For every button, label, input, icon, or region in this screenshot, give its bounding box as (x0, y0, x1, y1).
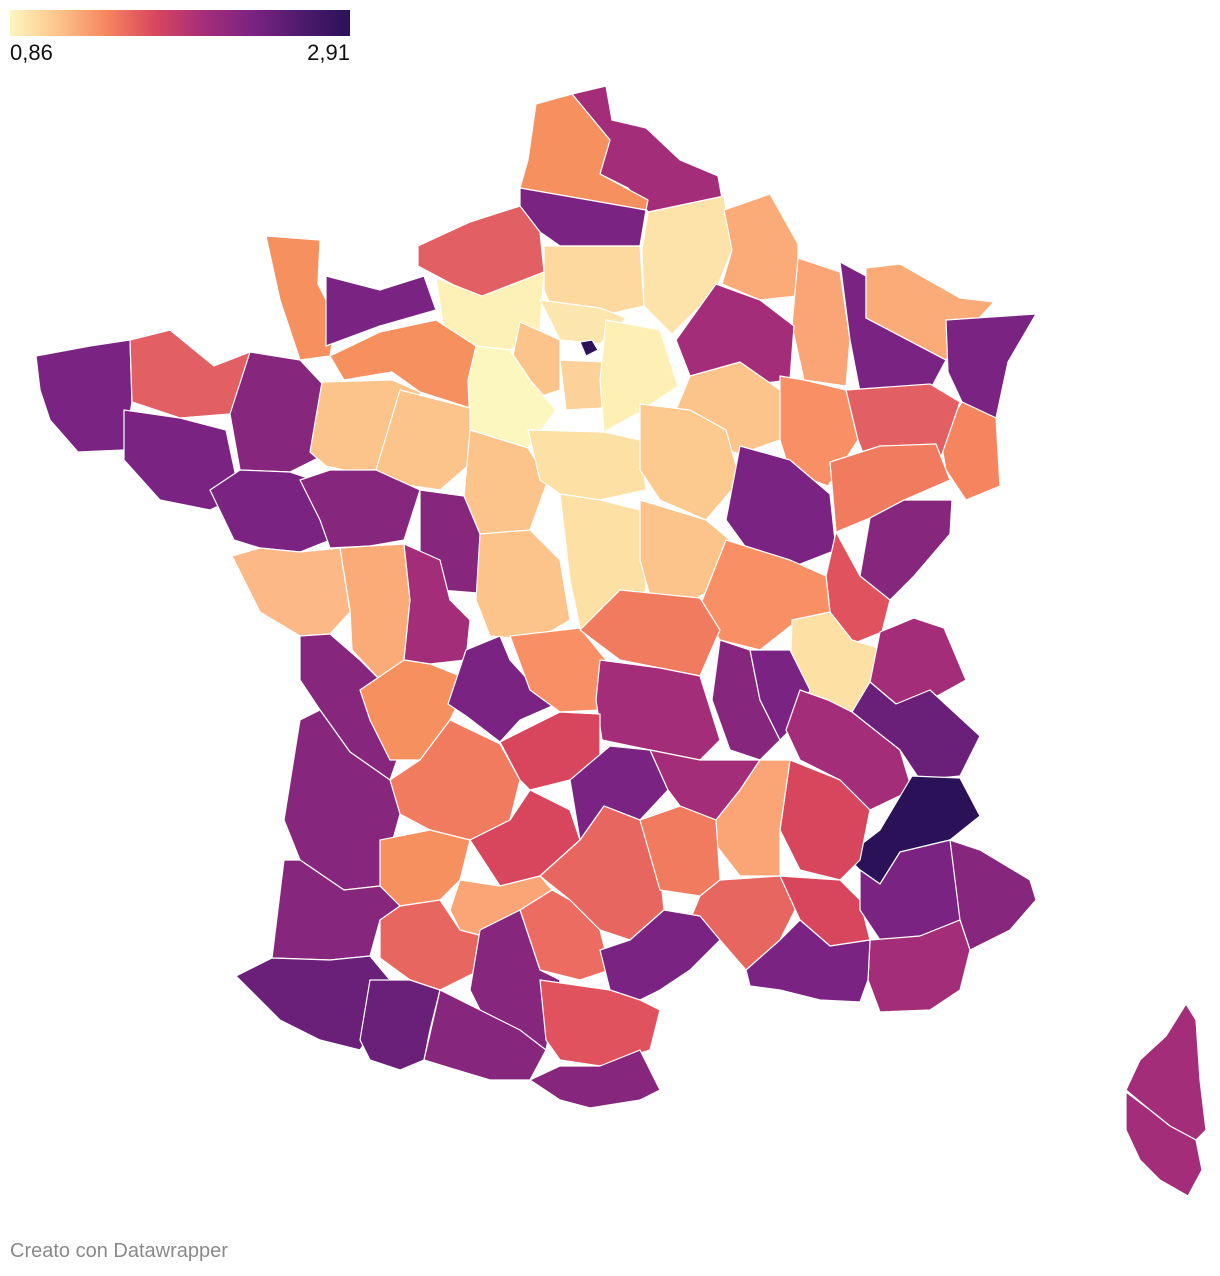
region-puy-de-dome[interactable] (595, 659, 721, 761)
region-finistere[interactable] (35, 339, 133, 453)
region-haute-saone[interactable] (829, 443, 951, 533)
region-meuse[interactable] (791, 257, 851, 387)
region-seine-maritime[interactable] (417, 205, 545, 301)
region-dordogne[interactable] (389, 719, 521, 841)
region-essonne[interactable] (559, 359, 607, 411)
credit-text: Creato con Datawrapper (10, 1240, 228, 1262)
legend-labels: 0,86 2,91 (10, 40, 350, 66)
region-ardeche[interactable] (711, 759, 791, 877)
legend-min-label: 0,86 (10, 40, 53, 65)
region-maine-et-loire[interactable] (299, 469, 421, 549)
region-indre[interactable] (475, 529, 571, 641)
region-pyrenees-orientales[interactable] (529, 1049, 661, 1109)
region-vendee[interactable] (231, 547, 351, 637)
region-isere[interactable] (785, 689, 913, 811)
region-var[interactable] (867, 919, 971, 1013)
region-loiret[interactable] (527, 429, 647, 501)
legend-max-label: 2,91 (307, 40, 350, 65)
region-aude[interactable] (539, 979, 661, 1067)
region-savoie[interactable] (851, 681, 981, 781)
region-yonne[interactable] (639, 403, 741, 521)
legend-gradient-bar (10, 10, 350, 36)
region-drome[interactable] (779, 759, 871, 881)
region-cote-d-or[interactable] (725, 445, 837, 569)
region-corse-du-sud[interactable] (1125, 1091, 1203, 1197)
region-pas-de-calais[interactable] (519, 93, 649, 211)
region-ille-et-vilaine[interactable] (229, 351, 331, 473)
region-eure-et-loir[interactable] (467, 345, 557, 449)
region-bouches-du-rhone[interactable] (745, 919, 871, 1003)
region-haute-savoie[interactable] (869, 617, 967, 705)
region-paris[interactable] (579, 339, 599, 357)
region-ardennes[interactable] (721, 193, 799, 301)
region-calvados[interactable] (325, 275, 437, 347)
choropleth-map (35, 85, 1207, 1197)
color-legend: 0,86 2,91 (10, 10, 350, 66)
region-haute-vienne[interactable] (447, 635, 553, 743)
region-aisne[interactable] (641, 195, 733, 335)
